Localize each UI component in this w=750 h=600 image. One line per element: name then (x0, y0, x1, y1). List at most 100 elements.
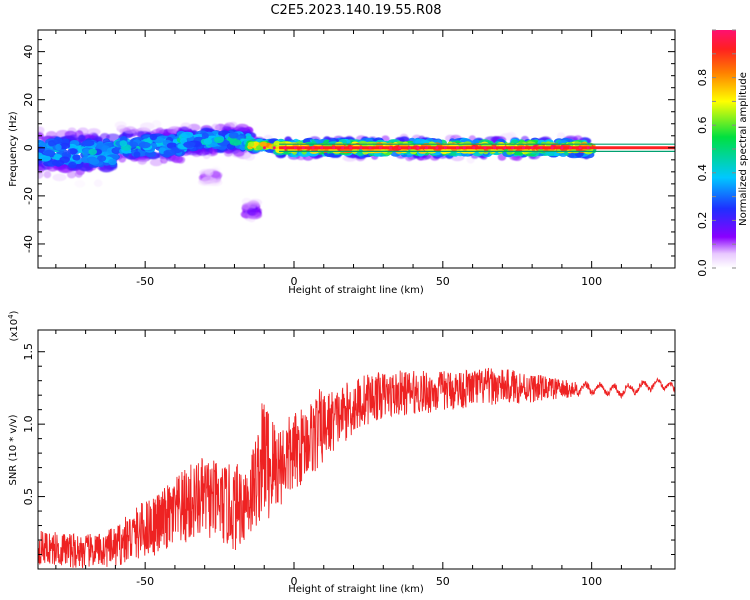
spectrogram-peak (408, 146, 412, 150)
snr-ylabel: SNR (10 * v/v) (8, 414, 19, 485)
spectrogram-cell (243, 153, 256, 161)
spectrogram-cell (119, 140, 128, 147)
spectrogram-ytick-label: -40 (22, 235, 35, 253)
snr-xlabel: Height of straight line (km) (288, 584, 424, 595)
spectrogram-peak (272, 146, 276, 150)
snr-multiplier-base: (x10 (9, 319, 20, 342)
spectrogram-cell (201, 176, 217, 184)
snr-multiplier: (x104) (7, 310, 20, 341)
spectrogram-cell (82, 139, 95, 147)
snr-xtick-label: 100 (581, 575, 602, 588)
snr-xtick-label: 50 (436, 575, 450, 588)
spectrogram-peak (425, 146, 429, 150)
snr-ytick-label: 1.5 (22, 343, 35, 361)
spectrogram-ytick-label: -20 (22, 187, 35, 205)
spectrogram-cell (93, 179, 103, 187)
spectrogram-cell (138, 141, 151, 149)
colorbar-tick-label: 0.0 (696, 259, 709, 277)
spectrogram-ticks: -50 0 50 100 -40 -20 0 20 40 (22, 30, 675, 288)
spectrogram-cell (171, 155, 184, 164)
spectrogram-peak (586, 146, 590, 150)
spectrogram-peak (443, 146, 447, 150)
spectrogram-peak (493, 146, 497, 150)
spectrogram-cell (53, 153, 62, 161)
spectrogram-cell (72, 154, 81, 161)
spectrogram-cell (149, 133, 158, 141)
snr-multiplier-close: ) (9, 310, 20, 314)
spectrogram-cell (74, 170, 83, 178)
snr-background (38, 330, 675, 569)
spectrogram-peak (483, 146, 487, 150)
spectrogram-cell (43, 170, 52, 179)
spectrogram-peak (472, 146, 476, 150)
spectrogram-cell (53, 137, 63, 144)
spectrogram-cell (123, 126, 137, 134)
colorbar-tick-label: 0.4 (696, 164, 709, 182)
spectrogram-cell (151, 120, 162, 128)
spectrogram-cell (118, 155, 127, 163)
spectrogram-peak (503, 146, 507, 150)
snr-ytick-label: 0.5 (22, 488, 35, 506)
spectrogram-cell (74, 180, 86, 188)
spectrogram-peak (320, 146, 324, 150)
spectrogram-peak (578, 146, 582, 150)
spectrogram-xtick-label: 0 (290, 275, 297, 288)
spectrogram-cell (195, 148, 210, 156)
spectrogram-cell (68, 161, 77, 169)
spectrogram-cell (213, 136, 224, 144)
spectrogram-peak (283, 146, 287, 150)
spectrogram-cell (108, 158, 117, 166)
spectrogram-ytick-label: 20 (22, 93, 35, 107)
snr-ticks: -50 0 50 100 0.5 1.0 1.5 (22, 330, 675, 588)
spectrogram-peak (398, 146, 402, 150)
spectrogram-peak (568, 146, 572, 150)
snr-ytick-label: 1.0 (22, 415, 35, 433)
spectrogram-ylabel: Frequency (Hz) (8, 111, 19, 187)
spectrogram-xtick-label: -50 (136, 275, 154, 288)
spectrogram-peak (530, 146, 534, 150)
spectrogram-cell (235, 123, 250, 132)
spectrogram-peak (349, 146, 353, 150)
spectrogram-ytick-label: 40 (22, 45, 35, 59)
snr-panel: -50 0 50 100 0.5 1.0 1.5 Height of straight li… (7, 310, 676, 595)
spectrogram-cell (275, 148, 285, 154)
colorbar: 0.0 0.2 0.4 0.6 0.8 Normalized spectral ampl… (696, 29, 749, 277)
spectrogram-cell (67, 170, 77, 179)
spectrogram-peak (262, 146, 266, 150)
spectrogram-cell (201, 132, 209, 139)
spectrogram-cell (163, 149, 176, 156)
spectrogram-cell (97, 155, 107, 162)
spectrogram-peak (378, 146, 382, 150)
snr-series-line (38, 367, 675, 569)
spectrogram-cell (149, 158, 163, 167)
spectrogram-cell (556, 132, 566, 140)
spectrogram-peak (388, 146, 392, 150)
spectrogram-cell (38, 152, 43, 159)
spectrogram-cell (114, 121, 127, 129)
spectrogram-cell (88, 158, 100, 165)
spectrogram-peak (332, 146, 336, 150)
spectrogram-peak (293, 146, 297, 150)
snr-xtick-label: -50 (136, 575, 154, 588)
spectrogram-cell (181, 131, 194, 139)
spectrogram-cell (55, 143, 62, 151)
spectrogram-cell (155, 127, 164, 135)
spectrogram-marks (38, 120, 675, 223)
spectrogram-cell (140, 122, 155, 130)
spectrogram-peak (416, 146, 420, 150)
spectrogram-cell (77, 134, 86, 143)
spectrogram-peak (311, 146, 315, 150)
spectrogram-frame (37, 29, 676, 269)
spectrogram-peak (511, 146, 515, 150)
spectrogram-xtick-label: 100 (581, 275, 602, 288)
spectrogram-peak (560, 146, 564, 150)
spectrogram-cell (43, 149, 55, 157)
spectrogram-cell (52, 173, 67, 182)
colorbar-tick-label: 0.6 (696, 116, 709, 134)
spectrogram-cell (183, 141, 195, 148)
snr-multiplier-exp: 4 (7, 314, 15, 319)
colorbar-tick-label: 0.2 (696, 212, 709, 230)
colorbar-label: Normalized spectral amplitude (738, 72, 749, 226)
spectrogram-peak (368, 146, 372, 150)
